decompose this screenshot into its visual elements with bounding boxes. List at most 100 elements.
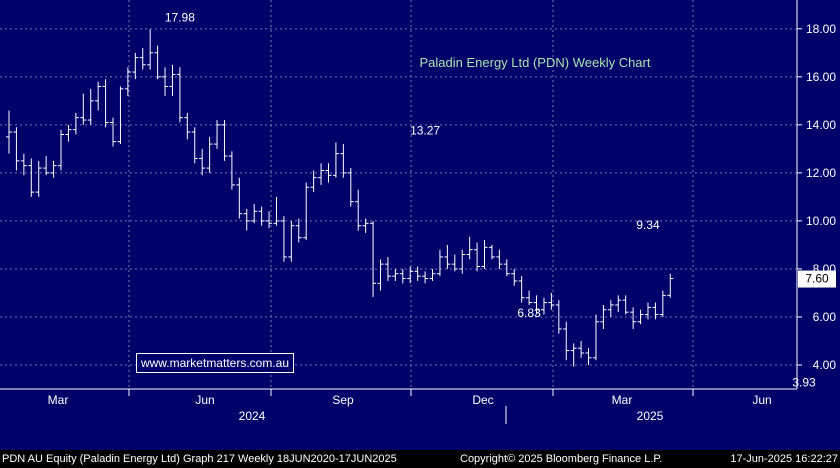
ohlc-bar [20, 153, 27, 176]
ohlc-bar [548, 292, 555, 310]
price-annotation: 17.98 [165, 10, 195, 24]
ohlc-bar [370, 220, 377, 298]
ohlc-bar [214, 120, 221, 149]
ohlc-bar [474, 242, 481, 272]
ohlc-bar [13, 127, 20, 171]
ohlc-bar [607, 300, 614, 317]
y-tick-label: 14.00 [806, 118, 836, 132]
ohlc-bar [659, 290, 666, 317]
y-tick-label: 4.00 [813, 358, 837, 372]
ohlc-bar [87, 88, 94, 125]
ohlc-bar [154, 45, 161, 80]
ohlc-bar [488, 244, 495, 260]
ohlc-bar [555, 300, 562, 334]
ohlc-bars [6, 29, 674, 367]
x-year-label: 2025 [637, 409, 664, 423]
ohlc-bar [139, 48, 146, 70]
ohlc-bar [414, 266, 421, 281]
x-month-label: Jun [195, 393, 214, 407]
footer-security-info: PDN AU Equity (Paladin Energy Ltd) Graph… [2, 453, 397, 465]
last-price-badge-bg [798, 270, 836, 288]
ohlc-bar [377, 259, 384, 291]
plot-area [0, 0, 797, 389]
ohlc-bar [667, 273, 674, 298]
ohlc-bar [110, 117, 117, 147]
ohlc-bar [459, 249, 466, 274]
ohlc-bar [221, 120, 228, 161]
ohlc-bar [518, 276, 525, 303]
ohlc-bar [570, 343, 577, 367]
ohlc-bar [444, 244, 451, 269]
x-year-label: 2024 [239, 409, 266, 423]
ohlc-bar [162, 67, 169, 97]
ohlc-bar [191, 127, 198, 164]
ohlc-bar [347, 168, 354, 207]
watermark-link[interactable]: www.marketmatters.com.au [136, 353, 294, 373]
last-price-badge: 7.60 [798, 270, 836, 288]
ohlc-bar [615, 295, 622, 313]
y-tick-label: 12.00 [806, 166, 836, 180]
ohlc-bar [273, 196, 280, 226]
price-annotation: 13.27 [410, 123, 440, 137]
y-tick-label: 18.00 [806, 22, 836, 36]
ohlc-bar [58, 129, 65, 171]
ohlc-bar [117, 86, 124, 145]
y-tick-label: 6.00 [813, 310, 837, 324]
price-annotation: 6.83 [517, 306, 541, 320]
ohlc-bar [280, 216, 287, 262]
time-axis-panel [0, 389, 840, 450]
ohlc-bar [206, 136, 213, 173]
ohlc-bar [251, 204, 258, 224]
ohlc-bar [332, 142, 339, 178]
y-tick-label: 10.00 [806, 214, 836, 228]
ohlc-bar [132, 52, 139, 80]
ohlc-bar [50, 160, 57, 178]
ohlc-bar [65, 124, 72, 142]
x-month-label: Dec [472, 393, 493, 407]
ohlc-bar [310, 170, 317, 193]
footer-bar: PDN AU Equity (Paladin Energy Ltd) Graph… [0, 450, 840, 468]
footer-timestamp: 17-Jun-2025 16:22:27 [730, 453, 838, 465]
x-month-label: Mar [612, 393, 633, 407]
ohlc-bar [147, 29, 154, 70]
ohlc-bar [362, 218, 369, 233]
ohlc-bar [600, 304, 607, 329]
ohlc-bar [80, 93, 87, 125]
ohlc-bar [199, 148, 206, 176]
ohlc-bar [533, 295, 540, 315]
ohlc-bar [436, 249, 443, 277]
ohlc-bar [325, 163, 332, 183]
ohlc-bar [526, 290, 533, 305]
price-annotation: 3.93 [792, 376, 816, 390]
ohlc-bar [243, 208, 250, 231]
ohlc-bar [124, 67, 131, 97]
ohlc-bar [399, 268, 406, 284]
ohlc-bar [95, 81, 102, 111]
x-month-label: Jun [752, 393, 771, 407]
last-price-label: 7.60 [805, 272, 829, 286]
ohlc-bar [266, 211, 273, 229]
ohlc-bar [228, 151, 235, 190]
x-axis-labels: Mar Jun Sep Dec Mar Jun 2024 2025 [48, 389, 772, 424]
ohlc-bar [451, 254, 458, 272]
price-annotation: 9.34 [636, 218, 660, 232]
ohlc-bar [384, 256, 391, 281]
ohlc-bar [422, 271, 429, 284]
ohlc-bar [28, 158, 35, 197]
ohlc-bar [407, 266, 414, 284]
ohlc-bar [258, 206, 265, 226]
x-month-label: Sep [332, 393, 354, 407]
ohlc-bar [288, 220, 295, 262]
footer-copyright: Copyright© 2025 Bloomberg Finance L.P. [460, 453, 663, 465]
ohlc-bar [563, 321, 570, 361]
ohlc-bar [102, 79, 109, 128]
ohlc-bar [176, 67, 183, 123]
ohlc-bar [6, 110, 12, 154]
ohlc-bar [72, 112, 79, 135]
ohlc-bar [295, 218, 302, 243]
ohlc-bar [511, 268, 518, 286]
ohlc-bar [184, 112, 191, 140]
ohlc-bar [637, 309, 644, 325]
